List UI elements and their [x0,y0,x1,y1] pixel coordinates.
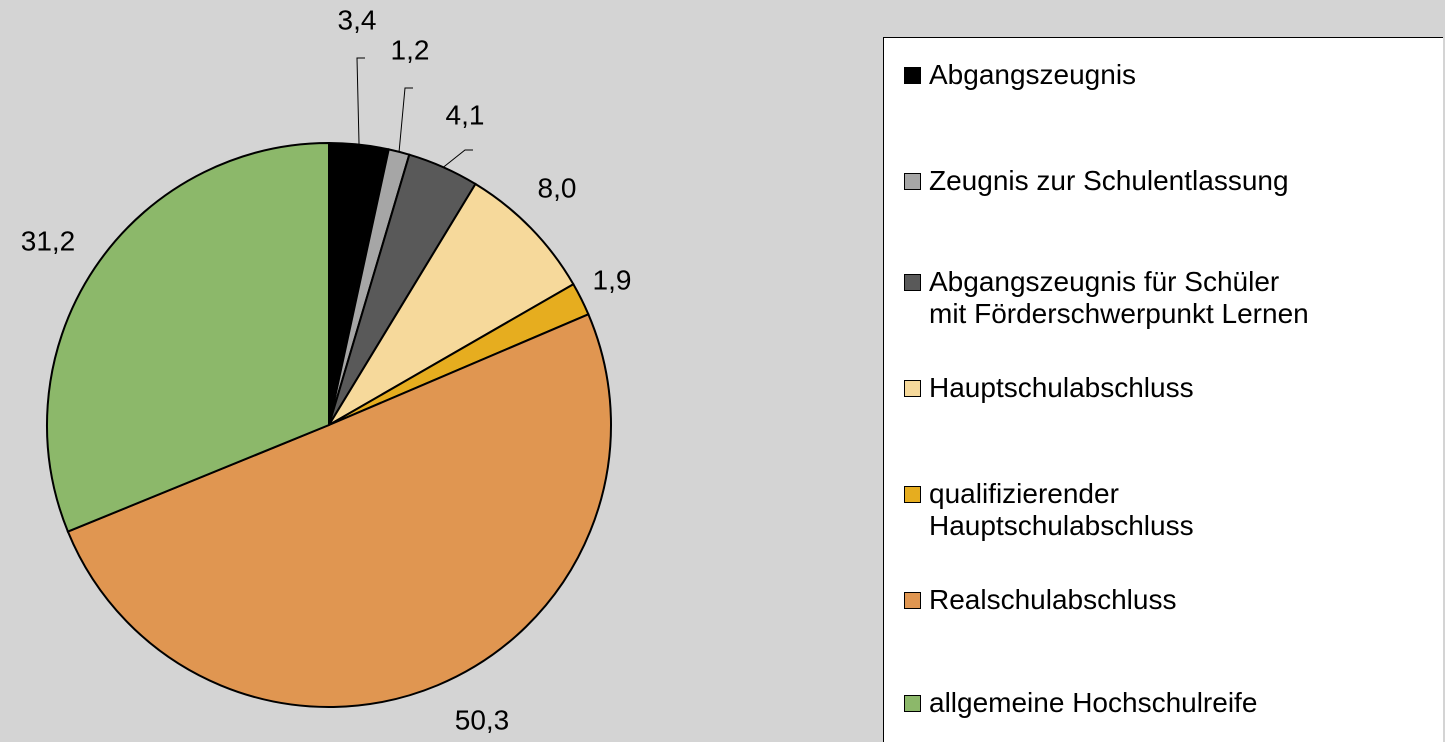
legend-item: qualifizierender Hauptschulabschluss [904,478,1194,542]
data-label: 31,2 [21,225,76,256]
data-label: 1,2 [391,34,430,65]
legend-item: Hauptschulabschluss [904,372,1194,404]
data-label: 3,4 [338,4,377,35]
legend-label: Realschulabschluss [929,584,1177,615]
legend: Abgangszeugnis Zeugnis zur Schulentlassun… [883,37,1443,742]
leader-line [356,57,365,145]
legend-label: Abgangszeugnis [929,59,1137,90]
legend-swatch [904,173,921,190]
chart: 3,4 1,2 4,1 8,0 1,9 50,3 31,2 [21,4,632,735]
legend-label: qualifizierender Hauptschulabschluss [929,478,1194,541]
legend-swatch [904,274,921,291]
legend-swatch [904,695,921,712]
legend-item: Realschulabschluss [904,584,1176,616]
data-label: 50,3 [455,704,510,735]
data-label: 4,1 [446,99,485,130]
data-label: 8,0 [538,172,577,203]
legend-item: Zeugnis zur Schulentlassung [904,165,1289,197]
legend-item: allgemeine Hochschulreife [904,687,1257,719]
legend-label: Abgangszeugnis für Schüler mit Fördersch… [929,266,1309,329]
data-label: 1,9 [593,264,632,295]
leader-line [398,87,413,152]
legend-swatch [904,592,921,609]
legend-swatch [904,380,921,397]
legend-item: Abgangszeugnis für Schüler mit Fördersch… [904,266,1309,330]
pie-slice [328,182,575,426]
pie-slice [66,313,612,709]
leader-line [443,149,473,168]
legend-swatch [904,486,921,503]
legend-label: Zeugnis zur Schulentlassung [929,165,1289,196]
legend-label: Hauptschulabschluss [929,372,1194,403]
legend-label: allgemeine Hochschulreife [929,687,1258,718]
pie-slice [46,141,330,533]
legend-item: Abgangszeugnis [904,59,1136,91]
legend-swatch [904,67,921,84]
